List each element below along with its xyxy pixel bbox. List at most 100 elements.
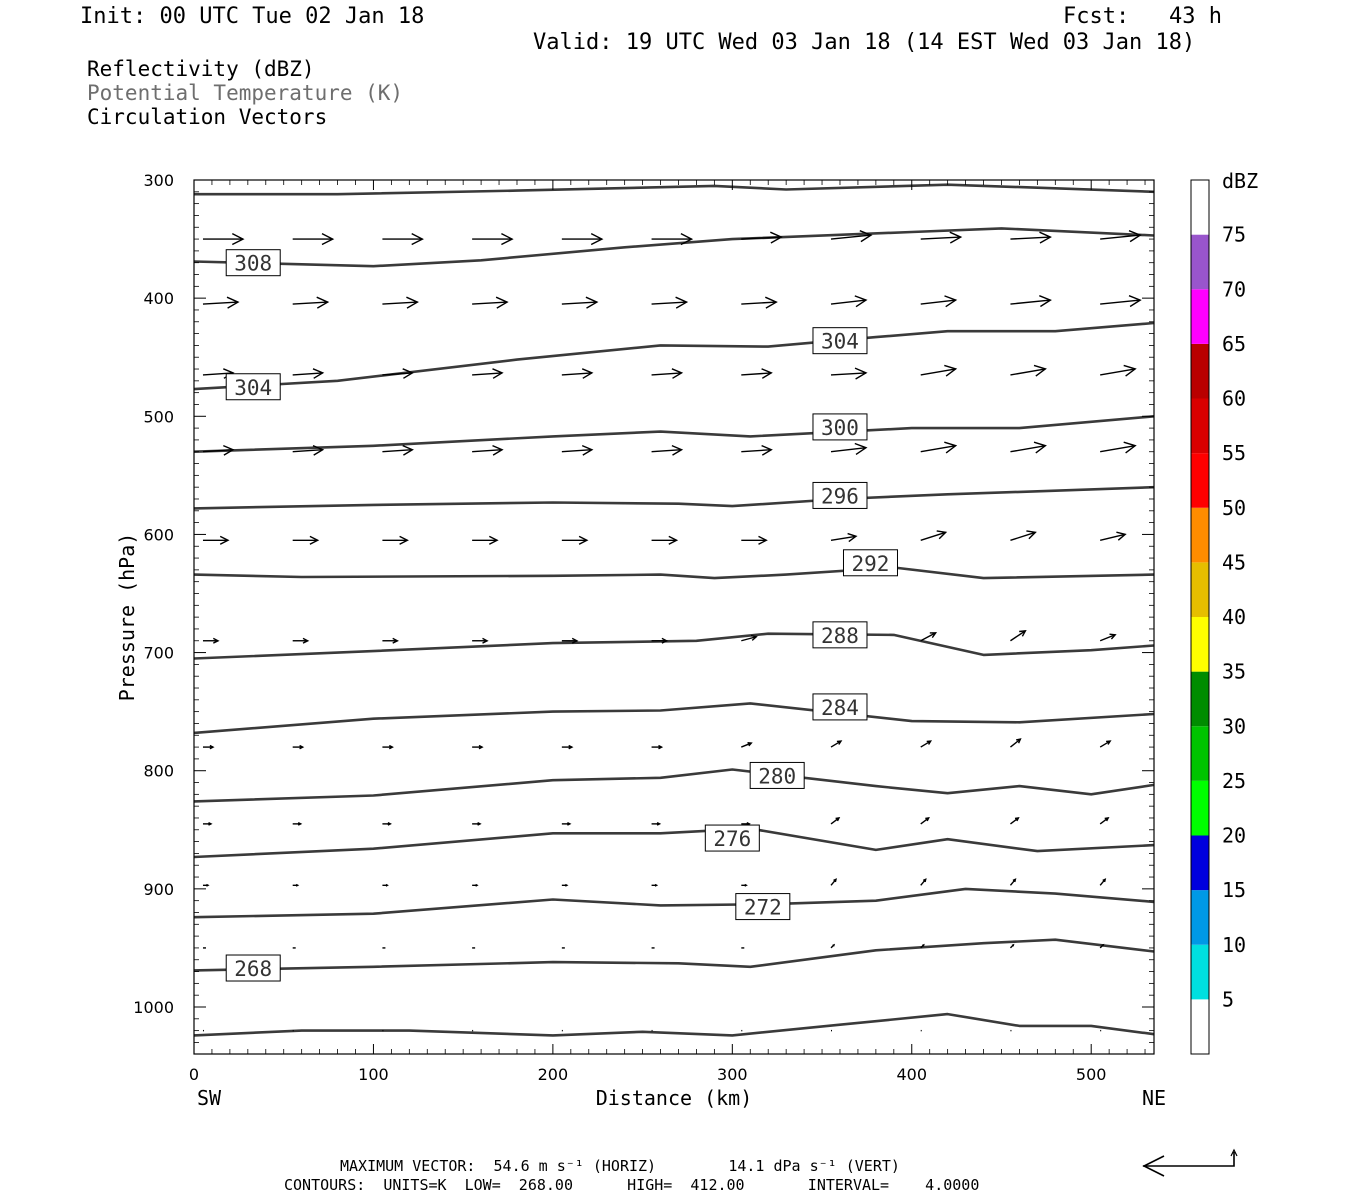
vector-shaft (1010, 368, 1046, 376)
circulation-vector (1099, 816, 1110, 825)
circulation-vector (920, 816, 930, 825)
vector-head (482, 637, 489, 644)
circulation-vector (741, 444, 773, 456)
vector-head (492, 444, 504, 456)
colorbar-level-label: 60 (1222, 387, 1246, 411)
vector-shaft (382, 301, 418, 305)
colorbar-segment (1191, 835, 1209, 891)
circulation-vector (830, 230, 873, 243)
vector-shaft (1010, 531, 1036, 542)
colorbar-level-label: 40 (1222, 605, 1246, 629)
circulation-vector (202, 296, 240, 309)
vector-shaft (920, 299, 956, 305)
x-tick-label: 400 (896, 1065, 927, 1084)
vector-shaft (1100, 234, 1141, 240)
circulation-vector (920, 231, 963, 244)
circulation-vectors (202, 230, 1142, 1032)
circulation-vector (202, 883, 210, 887)
circulation-vector (741, 742, 753, 748)
vector-head (765, 296, 778, 309)
circulation-vector (561, 444, 594, 456)
contour-label-276: 276 (704, 824, 760, 852)
circulation-vector (382, 444, 414, 456)
vector-shaft (830, 817, 840, 825)
colorbar-level-label: 35 (1222, 660, 1246, 684)
vector-head (585, 296, 599, 309)
vector-shaft (561, 301, 597, 305)
vector-head (680, 232, 694, 246)
circulation-vector (741, 535, 768, 545)
circulation-vector (472, 444, 504, 456)
vector-head (1116, 531, 1127, 541)
vector-head (399, 535, 409, 545)
circulation-vector (202, 637, 220, 644)
vector-head (761, 368, 773, 379)
circulation-vector (830, 740, 843, 748)
contour-label-box (812, 327, 868, 355)
circulation-vector (472, 883, 479, 887)
y-tick-label: 700 (143, 644, 174, 663)
circulation-vector (830, 878, 837, 886)
circulation-vector (382, 883, 389, 887)
vector-head (590, 232, 604, 246)
vector-shaft (561, 372, 592, 376)
colorbar-level-label: 20 (1222, 824, 1246, 848)
vector-head (654, 883, 659, 887)
vector-head (1039, 295, 1052, 308)
legend-potential-temperature: Potential Temperature (K) (87, 81, 404, 105)
vector-head (750, 634, 758, 641)
circulation-vector (920, 295, 958, 308)
circulation-vector (472, 368, 504, 379)
vector-shaft (741, 742, 752, 748)
vector-head (392, 637, 399, 644)
circulation-vector (1099, 740, 1112, 748)
contour-label-box (225, 954, 281, 982)
y-axis-title: Pressure (hPa) (115, 533, 139, 702)
vector-shaft (830, 740, 842, 748)
contour-label-value: 272 (744, 896, 782, 920)
contour-label-value: 304 (234, 376, 272, 400)
circulation-vector (561, 637, 579, 644)
y-tick-label: 1000 (133, 998, 174, 1017)
vector-head (567, 821, 572, 826)
vector-head (411, 232, 424, 246)
vector-head (571, 637, 579, 644)
vector-head (302, 637, 310, 644)
circulation-vector (1010, 816, 1020, 825)
x-axis-title: Distance (km) (596, 1086, 753, 1110)
circulation-vector (741, 296, 778, 309)
vector-head (1033, 441, 1047, 454)
vector-head (402, 368, 414, 379)
circulation-vector (920, 740, 933, 748)
vector-head (1026, 530, 1037, 540)
vector-head (388, 744, 394, 750)
vector-shaft (1010, 299, 1051, 305)
vector-shaft (741, 449, 772, 453)
circulation-vector (472, 637, 489, 644)
circulation-vector (561, 744, 574, 750)
circulation-vector (561, 535, 589, 545)
circulation-vector (561, 821, 572, 826)
colorbar-level-label: 10 (1222, 933, 1246, 957)
vector-head (387, 821, 392, 826)
vector-shaft (651, 372, 682, 376)
contour-label-value: 308 (234, 252, 272, 276)
vector-head (926, 740, 933, 745)
vector-head (208, 821, 213, 826)
circulation-vector (292, 368, 325, 379)
vector-head (944, 441, 958, 454)
circulation-vector (920, 943, 925, 949)
colorbar-segment (1191, 507, 1209, 563)
circulation-vector (1009, 943, 1015, 949)
vector-head (488, 535, 499, 545)
vector-head (929, 632, 938, 639)
circulation-vector (830, 442, 868, 455)
reflectivity-colorbar: 5 10 15 20 25 30 35 40 45 50 55 60 65 70 75 (1190, 179, 1246, 1055)
contour-label-304: 304 (225, 373, 281, 401)
vector-shaft (1100, 299, 1141, 305)
contour-label-300: 300 (812, 413, 868, 441)
contour-label-box (812, 693, 868, 721)
vector-head (297, 821, 303, 826)
colorbar-segment (1191, 671, 1209, 727)
vector-head (854, 367, 868, 380)
